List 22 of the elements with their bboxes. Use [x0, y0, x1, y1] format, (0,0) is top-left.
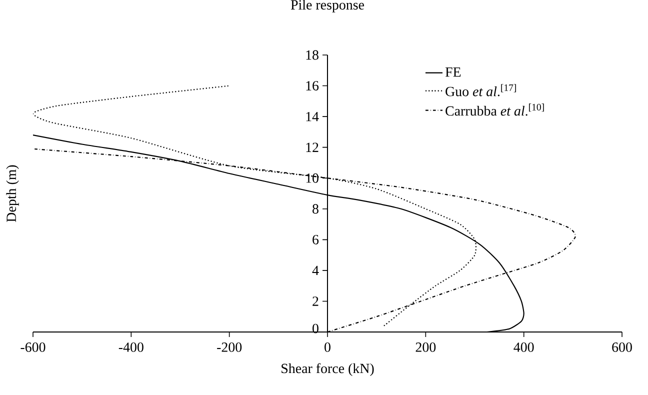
legend-label: Carrubba et al.$^{[10]}$	[446, 104, 544, 116]
legend-label: FE	[445, 67, 461, 77]
x-axis-title: Shear force (kN)	[282, 363, 374, 376]
y-tick-label: 8	[312, 204, 318, 214]
y-tick-label: 12	[306, 142, 318, 152]
x-tick-label: 400	[514, 342, 534, 352]
x-tick-label: 600	[612, 342, 632, 352]
x-tick-label: -400	[118, 342, 144, 352]
x-tick-label: 0	[324, 342, 330, 352]
y-tick-label: 10	[306, 173, 318, 183]
x-tick-label: -200	[217, 342, 242, 352]
y-tick-label: 14	[306, 112, 319, 122]
y-axis-title: Depth (m)	[6, 165, 19, 222]
y-tick-label: 4	[312, 266, 319, 276]
y-tick-label: 2	[312, 296, 318, 306]
y-tick-label: 18	[306, 50, 318, 60]
legend-label: Guo et al.$^{[17]}$	[446, 84, 516, 96]
chart-title: Pile response	[290, 0, 364, 12]
x-tick-label: -600	[20, 342, 46, 352]
x-tick-label: 200	[416, 342, 436, 352]
y-tick-label: 6	[312, 234, 319, 244]
y-tick-label: 16	[306, 81, 319, 90]
